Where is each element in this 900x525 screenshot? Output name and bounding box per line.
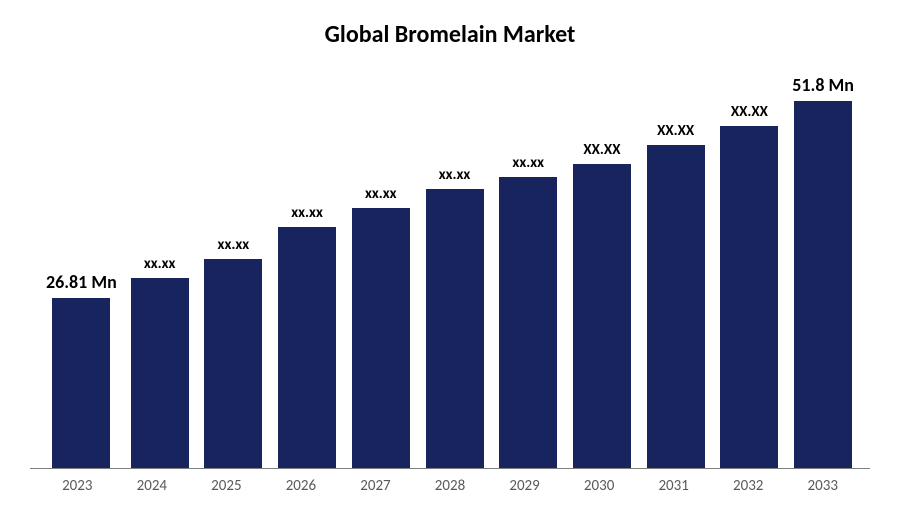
bar-0: [52, 298, 110, 468]
bar-2: [204, 259, 262, 468]
bar-label-3: xx.xx: [291, 204, 323, 222]
x-label-7: 2030: [568, 477, 631, 495]
chart-title: Global Bromelain Market: [30, 20, 870, 49]
bar-8: [647, 145, 705, 468]
bar-6: [499, 177, 557, 468]
bar-3: [278, 227, 336, 468]
bar-group: XX.XX: [571, 141, 633, 468]
bar-7: [573, 164, 631, 468]
bar-label-6: xx.xx: [512, 154, 544, 172]
bar-5: [426, 189, 484, 468]
bar-group: xx.xx: [497, 154, 559, 468]
x-label-1: 2024: [121, 477, 184, 495]
x-label-3: 2026: [270, 477, 333, 495]
x-label-5: 2028: [419, 477, 482, 495]
bar-label-8: XX.XX: [657, 122, 694, 140]
x-label-0: 2023: [46, 477, 109, 495]
x-label-2: 2025: [195, 477, 258, 495]
bar-label-1: xx.xx: [144, 255, 176, 273]
bar-group: 51.8 Mn: [792, 74, 854, 468]
chart-area: 26.81 Mn xx.xx xx.xx xx.xx xx.xx xx.xx x…: [30, 89, 870, 469]
bar-label-2: xx.xx: [218, 236, 250, 254]
bar-1: [131, 278, 189, 468]
x-label-9: 2032: [717, 477, 780, 495]
x-axis: 2023 2024 2025 2026 2027 2028 2029 2030 …: [30, 469, 870, 495]
bar-group: XX.XX: [719, 103, 781, 468]
bar-label-4: xx.xx: [365, 185, 397, 203]
x-label-10: 2033: [791, 477, 854, 495]
bar-group: xx.xx: [350, 185, 412, 468]
bar-group: XX.XX: [645, 122, 707, 468]
bar-group: xx.xx: [276, 204, 338, 468]
x-label-6: 2029: [493, 477, 556, 495]
bar-label-0: 26.81 Mn: [46, 271, 117, 293]
x-label-4: 2027: [344, 477, 407, 495]
x-label-8: 2031: [642, 477, 705, 495]
bar-group: xx.xx: [202, 236, 264, 468]
bar-9: [720, 126, 778, 468]
bar-label-10: 51.8 Mn: [792, 74, 854, 96]
bar-group: xx.xx: [424, 166, 486, 468]
bar-10: [794, 101, 852, 468]
bar-group: xx.xx: [129, 255, 191, 468]
bar-label-9: XX.XX: [731, 103, 768, 121]
bar-group: 26.81 Mn: [46, 271, 117, 468]
bar-4: [352, 208, 410, 468]
bar-label-5: xx.xx: [439, 166, 471, 184]
bar-label-7: XX.XX: [583, 141, 620, 159]
